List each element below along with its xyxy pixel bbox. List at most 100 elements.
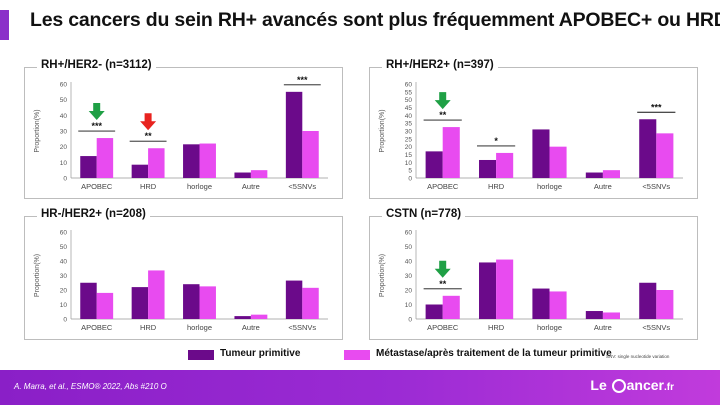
y-axis-label: Proportion(%) — [379, 109, 386, 152]
significance-label: *** — [297, 75, 308, 85]
y-axis-label: Proportion(%) — [34, 109, 41, 152]
bar-primary-autre — [585, 172, 603, 178]
y-tick-label: 45 — [405, 105, 413, 112]
bar-primary-hrd — [479, 159, 497, 178]
x-tick-label: horloge — [187, 323, 212, 332]
bar-primary-horloge — [183, 284, 200, 319]
title-accent-bar — [0, 10, 9, 40]
bar-primary-horloge — [532, 288, 550, 319]
bar-chart-cstn: 0 10 20 30 40 50 60 Proportion(%) APOBEC ** HRD hor… — [379, 230, 683, 332]
bar-metastasis-hrd — [148, 270, 165, 319]
y-tick-label: 0 — [63, 176, 67, 183]
chart-title: HR-/HER2+ (n=208) — [37, 208, 150, 220]
y-tick-label: 60 — [405, 230, 413, 237]
chart-panel-rh-her2-neg: RH+/HER2- (n=3112) 0 10 20 30 40 50 60 Proporti… — [24, 59, 343, 199]
logo-text-fr: .fr — [664, 382, 674, 393]
y-tick-label: 0 — [408, 176, 412, 183]
green-arrow-down-icon — [434, 92, 451, 110]
bar-metastasis-apobec — [96, 138, 114, 178]
x-tick-label: Autre — [242, 323, 260, 332]
bar-metastasis-apobec — [96, 292, 114, 319]
y-tick-label: 15 — [405, 152, 413, 159]
x-tick-label: APOBEC — [81, 182, 113, 191]
y-axis-label: Proportion(%) — [34, 254, 41, 297]
x-tick-label: APOBEC — [81, 323, 113, 332]
y-tick-label: 0 — [63, 317, 67, 324]
logo-ring-icon — [611, 379, 626, 393]
y-tick-label: 35 — [405, 121, 413, 128]
bar-metastasis-horloge — [199, 143, 216, 178]
chart-title: RH+/HER2+ (n=397) — [382, 59, 498, 71]
significance-label: *** — [651, 102, 662, 112]
bar-metastasis-autre — [250, 314, 268, 319]
y-tick-label: 55 — [405, 89, 413, 96]
bar-metastasis-horloge — [199, 286, 216, 319]
y-tick-label: 20 — [60, 144, 68, 151]
y-tick-label: 30 — [60, 273, 68, 280]
bar-primary-5snvs — [639, 282, 657, 319]
x-tick-label: HRD — [488, 182, 505, 191]
bar-metastasis-apobec — [442, 127, 460, 178]
chart-panel-hr-neg-her2-pos: HR-/HER2+ (n=208) 0 10 20 30 40 50 60 Proportio… — [24, 208, 343, 340]
y-tick-label: 60 — [405, 82, 413, 89]
y-tick-label: 20 — [405, 288, 413, 295]
x-tick-label: horloge — [537, 323, 562, 332]
logo: Le ancer.fr — [590, 377, 674, 393]
y-tick-label: 20 — [60, 288, 68, 295]
bar-primary-apobec — [425, 304, 443, 319]
bar-metastasis-5snvs — [656, 133, 674, 178]
bar-metastasis-horloge — [549, 146, 567, 178]
bar-metastasis-5snvs — [656, 290, 674, 319]
x-tick-label: HRD — [140, 323, 157, 332]
bar-primary-5snvs — [285, 280, 303, 319]
legend-swatch-primary — [188, 350, 214, 360]
legend-swatch-metastasis — [344, 350, 370, 360]
y-tick-label: 25 — [405, 136, 413, 143]
bar-metastasis-5snvs — [302, 287, 319, 319]
footer-bar: A. Marra, et al., ESMO® 2022, Abs #210 O… — [0, 370, 720, 405]
x-tick-label: <5SNVs — [288, 323, 316, 332]
bar-primary-horloge — [532, 129, 550, 178]
y-tick-label: 40 — [405, 113, 413, 120]
y-tick-label: 40 — [60, 259, 68, 266]
y-tick-label: 10 — [405, 160, 413, 167]
bar-metastasis-hrd — [496, 152, 514, 178]
bar-metastasis-apobec — [442, 295, 460, 319]
bar-chart-hr-neg-her2-pos: 0 10 20 30 40 50 60 Proportion(%) APOBEC HRD horlo… — [34, 230, 328, 332]
y-tick-label: 10 — [60, 302, 68, 309]
x-tick-label: <5SNVs — [642, 323, 670, 332]
red-arrow-down-icon — [140, 113, 157, 131]
x-tick-label: <5SNVs — [288, 182, 316, 191]
footnote: SNV: single nucleotide variation — [606, 354, 670, 359]
y-tick-label: 5 — [408, 168, 412, 175]
x-tick-label: Autre — [242, 182, 260, 191]
bar-primary-hrd — [131, 164, 149, 178]
green-arrow-down-icon — [434, 260, 451, 278]
bar-primary-autre — [234, 172, 251, 178]
page-title: Les cancers du sein RH+ avancés sont plu… — [30, 9, 720, 31]
green-arrow-down-icon — [88, 103, 105, 121]
chart-title: RH+/HER2- (n=3112) — [37, 59, 156, 71]
x-tick-label: Autre — [594, 182, 612, 191]
y-tick-label: 50 — [405, 244, 413, 251]
bar-metastasis-hrd — [148, 148, 165, 178]
y-tick-label: 10 — [405, 302, 413, 309]
bar-primary-apobec — [80, 156, 97, 178]
significance-label: ** — [145, 131, 153, 141]
y-tick-label: 40 — [60, 113, 68, 120]
bar-primary-apobec — [80, 282, 97, 319]
x-tick-label: APOBEC — [427, 182, 459, 191]
bar-primary-autre — [585, 311, 603, 319]
chart-title: CSTN (n=778) — [382, 208, 466, 220]
bar-primary-apobec — [425, 151, 443, 178]
x-tick-label: <5SNVs — [642, 182, 670, 191]
y-tick-label: 10 — [60, 160, 68, 167]
bar-metastasis-autre — [602, 170, 620, 178]
significance-label: *** — [91, 121, 102, 131]
y-tick-label: 30 — [60, 129, 68, 136]
citation: A. Marra, et al., ESMO® 2022, Abs #210 O — [14, 382, 167, 391]
bar-primary-hrd — [479, 262, 497, 319]
chart-panel-rh-her2-pos: RH+/HER2+ (n=397) 0 5 10 15 20 25 30 35 40 45 50 55… — [369, 59, 698, 199]
significance-label: ** — [439, 110, 447, 120]
